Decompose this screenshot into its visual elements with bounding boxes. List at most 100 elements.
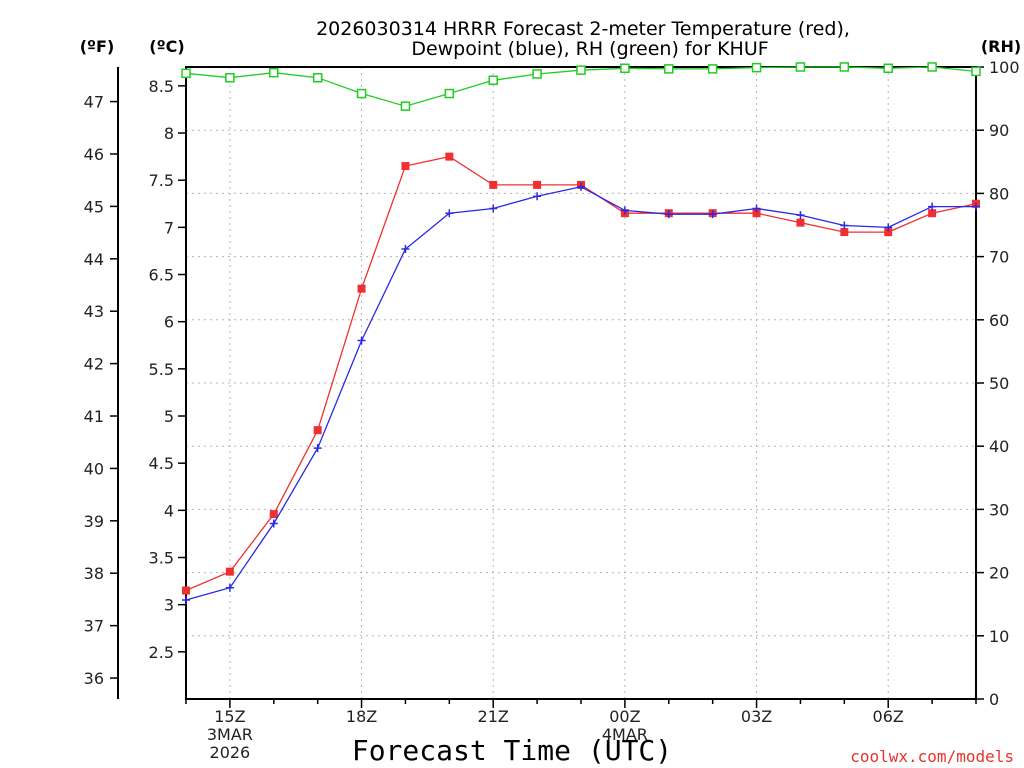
fahrenheit-tick-label: 44 [84, 250, 104, 269]
rh-tick-label: 30 [989, 500, 1009, 519]
grid-lines [186, 67, 976, 699]
rh-point-6 [444, 88, 455, 99]
rh-tick-label: 100 [989, 58, 1020, 77]
x-tick-label: 00Z [609, 707, 640, 726]
rh-point-14 [795, 62, 806, 72]
fahrenheit-tick-label: 45 [84, 197, 104, 216]
celsius-tick-label: 6 [164, 313, 174, 332]
rh-tick-label: 0 [989, 690, 999, 709]
temperature-point-14 [796, 218, 805, 227]
celsius-tick-label: 7 [164, 218, 174, 237]
dewpoint-point-14 [796, 211, 805, 220]
rh-point-1 [225, 72, 235, 83]
rh-point-12 [707, 64, 718, 74]
rh-point-11 [664, 64, 674, 74]
rh-point-9 [576, 65, 586, 75]
celsius-unit-label: (ºC) [149, 37, 184, 56]
temperature-point-7 [489, 180, 498, 189]
dewpoint-point-7 [489, 204, 498, 213]
dewpoint-point-15 [840, 221, 849, 230]
celsius-tick-label: 6.5 [149, 266, 174, 285]
rh-unit-label: (RH) [981, 37, 1021, 56]
celsius-tick-label: 8 [164, 124, 174, 143]
celsius-tick-label: 4 [164, 501, 174, 520]
dewpoint-point-0 [182, 595, 190, 604]
fahrenheit-tick-label: 42 [84, 355, 104, 374]
series-layer [181, 62, 981, 604]
rh-point-0 [181, 68, 191, 79]
rh-point-8 [532, 69, 542, 79]
x-tick-label: 4MAR [602, 725, 648, 744]
dewpoint-point-10 [620, 206, 629, 215]
celsius-tick-label: 7.5 [149, 171, 174, 190]
x-tick-label: 06Z [873, 707, 904, 726]
dewpoint-point-8 [533, 192, 542, 201]
rh-point-16 [883, 63, 893, 74]
rh-tick-label: 10 [989, 627, 1009, 646]
dewpoint-point-2 [269, 519, 278, 528]
dewpoint-point-16 [884, 223, 893, 232]
temperature-point-0 [182, 586, 190, 595]
rh-tick-label: 20 [989, 564, 1009, 583]
dewpoint-point-17 [928, 202, 937, 211]
x-tick-label: 18Z [346, 707, 377, 726]
rh-tick-label: 80 [989, 184, 1009, 203]
celsius-tick-label: 5.5 [149, 360, 174, 379]
celsius-tick-label: 2.5 [149, 643, 174, 662]
temperature-point-5 [401, 162, 410, 171]
temperature-point-15 [840, 228, 849, 237]
rh-point-10 [620, 63, 630, 74]
rh-point-17 [927, 62, 937, 72]
celsius-tick-label: 4.5 [149, 454, 174, 473]
rh-point-2 [269, 67, 279, 78]
fahrenheit-tick-label: 39 [84, 512, 104, 531]
plot-frame [185, 66, 977, 700]
rh-tick-label: 50 [989, 374, 1009, 393]
rh-point-15 [839, 62, 850, 72]
rh-tick-label: 90 [989, 121, 1009, 140]
dewpoint-point-18 [972, 202, 980, 211]
temperature-point-1 [225, 567, 234, 576]
rh-tick-label: 70 [989, 248, 1009, 267]
axes: 2.5 3 3.5 4 4.5 5 5.5 6 6.5 7 7.5 8 8.5 36 37 38 39 40 41 4… [84, 58, 1020, 762]
x-tick-label: 3MAR [207, 725, 253, 744]
celsius-tick-label: 3 [164, 596, 174, 615]
rh-point-18 [971, 66, 981, 77]
celsius-tick-label: 5 [164, 407, 174, 426]
temperature-point-16 [884, 228, 893, 237]
temperature-point-4 [357, 284, 366, 293]
temperature-point-13 [752, 209, 761, 218]
rh-tick-label: 60 [989, 311, 1009, 330]
dewpoint-point-13 [752, 204, 761, 213]
temperature-point-3 [313, 426, 322, 435]
temperature-point-8 [533, 180, 542, 189]
rh-point-3 [312, 72, 323, 83]
fahrenheit-unit-label: (ºF) [80, 37, 115, 56]
credit-text: coolwx.com/models [850, 747, 1014, 766]
celsius-tick-label: 3.5 [149, 549, 174, 568]
x-tick-label: 03Z [741, 707, 772, 726]
dewpoint-point-11 [664, 210, 673, 219]
temperature-point-6 [445, 152, 454, 161]
x-tick-label: 2026 [210, 743, 251, 762]
fahrenheit-tick-label: 47 [84, 93, 104, 112]
x-axis-title: Forecast Time (UTC) [352, 734, 672, 767]
temperature-point-2 [269, 510, 278, 519]
fahrenheit-tick-label: 37 [84, 617, 104, 636]
chart-title-line-1: 2026030314 HRRR Forecast 2-meter Tempera… [316, 18, 850, 40]
dewpoint-point-1 [225, 583, 234, 592]
dewpoint-point-4 [357, 336, 366, 345]
x-tick-label: 21Z [478, 707, 509, 726]
celsius-tick-label: 8.5 [149, 77, 174, 96]
fahrenheit-tick-label: 41 [84, 407, 104, 426]
dewpoint-point-6 [445, 209, 454, 218]
dewpoint-point-12 [708, 210, 717, 219]
fahrenheit-tick-label: 46 [84, 145, 104, 164]
rh-point-5 [400, 101, 411, 111]
dewpoint-point-9 [577, 182, 585, 191]
fahrenheit-tick-label: 40 [84, 459, 104, 478]
fahrenheit-tick-label: 36 [84, 669, 104, 688]
fahrenheit-tick-label: 38 [84, 564, 104, 583]
temperature-line [185, 155, 977, 592]
